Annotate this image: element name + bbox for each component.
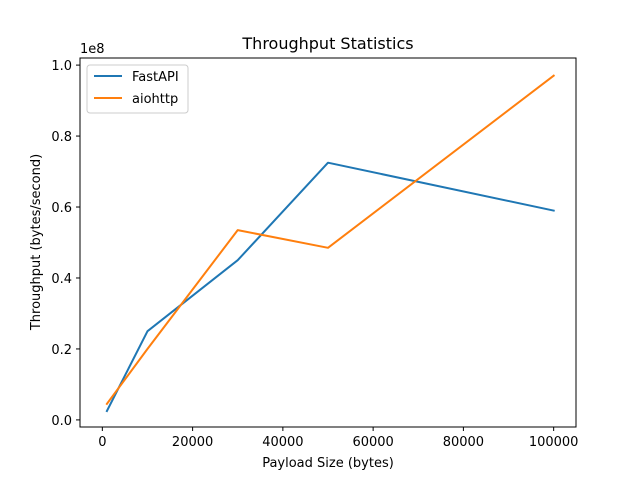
x-tick-label: 0 (98, 435, 106, 450)
series-line-aiohttp (105, 74, 556, 406)
legend-label-aiohttp: aiohttp (132, 92, 178, 107)
x-axis: 0 20000 40000 60000 80000 100000 (98, 427, 578, 450)
y-axis: 0.0 0.2 0.4 0.6 0.8 1.0 (51, 59, 80, 429)
y-tick-label: 0.4 (51, 272, 72, 287)
series-layer (105, 74, 556, 413)
y-tick-label: 0.2 (51, 343, 72, 358)
x-tick-label: 60000 (352, 435, 393, 450)
x-tick-label: 20000 (172, 435, 213, 450)
x-tick-label: 40000 (262, 435, 303, 450)
y-tick-label: 1.0 (51, 59, 72, 74)
y-axis-label: Throughput (bytes/second) (29, 154, 44, 331)
y-tick-label: 0.0 (51, 414, 72, 429)
x-tick-label: 80000 (443, 435, 484, 450)
legend-label-fastapi: FastAPI (132, 70, 179, 85)
x-tick-label: 100000 (529, 435, 579, 450)
x-axis-label: Payload Size (bytes) (262, 456, 394, 471)
chart-title: Throughput Statistics (241, 34, 413, 53)
series-line-fastapi (105, 161, 555, 413)
legend: FastAPI aiohttp (86, 64, 189, 114)
y-tick-label: 0.8 (51, 130, 72, 145)
y-tick-label: 0.6 (51, 201, 72, 216)
plot-area-frame (79, 57, 577, 428)
y-offset-text: 1e8 (80, 42, 105, 57)
